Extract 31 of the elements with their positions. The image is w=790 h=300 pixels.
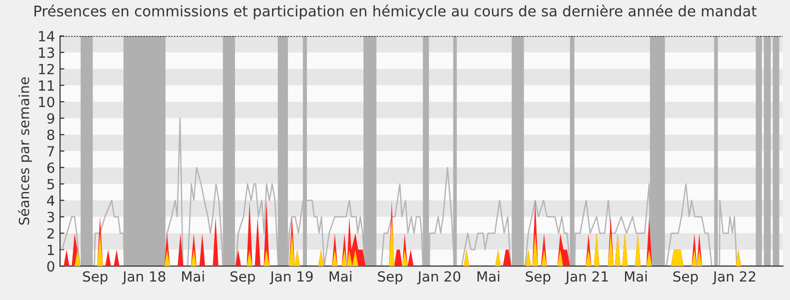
x-tick-label: Sep xyxy=(673,271,698,284)
y-tick-label: 9 xyxy=(47,113,54,124)
x-tick-label: Jan 21 xyxy=(564,271,608,284)
x-tick-label: Sep xyxy=(230,271,255,284)
x-tick-label: Jan 18 xyxy=(122,271,166,284)
y-tick-label: 4 xyxy=(47,196,54,206)
x-tick-label: Jan 19 xyxy=(270,271,313,284)
y-tick-label: 11 xyxy=(39,80,54,91)
y-tick-label: 6 xyxy=(47,162,54,173)
chart-title: Présences en commissions et participation en hémicycle au cours de sa dernière année de mandat xyxy=(34,4,757,20)
x-tick-label: Mai xyxy=(625,270,647,282)
x-tick-label: Mai xyxy=(182,270,204,282)
x-tick-label: Mai xyxy=(478,270,500,282)
x-tick-label: Mai xyxy=(330,270,352,282)
y-tick-label: 12 xyxy=(39,64,54,74)
y-tick-label: 5 xyxy=(47,179,54,190)
y-tick-label: 7 xyxy=(47,146,54,156)
y-tick-label: 3 xyxy=(47,212,54,222)
y-tick-label: 10 xyxy=(39,96,54,108)
y-tick-label: 0 xyxy=(47,261,54,272)
y-tick-label: 8 xyxy=(47,130,54,140)
y-tick-label: 14 xyxy=(39,31,54,42)
y-axis-title: Séances par semaine xyxy=(18,77,32,225)
x-tick-label: Sep xyxy=(83,271,108,284)
x-tick-label: Sep xyxy=(526,271,550,284)
x-tick-label: Jan 20 xyxy=(416,271,460,284)
y-tick-label: 1 xyxy=(48,244,54,255)
y-tick-label: 13 xyxy=(39,47,54,58)
x-tick-label: Jan 22 xyxy=(712,271,756,284)
x-tick-label: Sep xyxy=(378,271,402,284)
y-tick-label: 2 xyxy=(47,228,54,239)
